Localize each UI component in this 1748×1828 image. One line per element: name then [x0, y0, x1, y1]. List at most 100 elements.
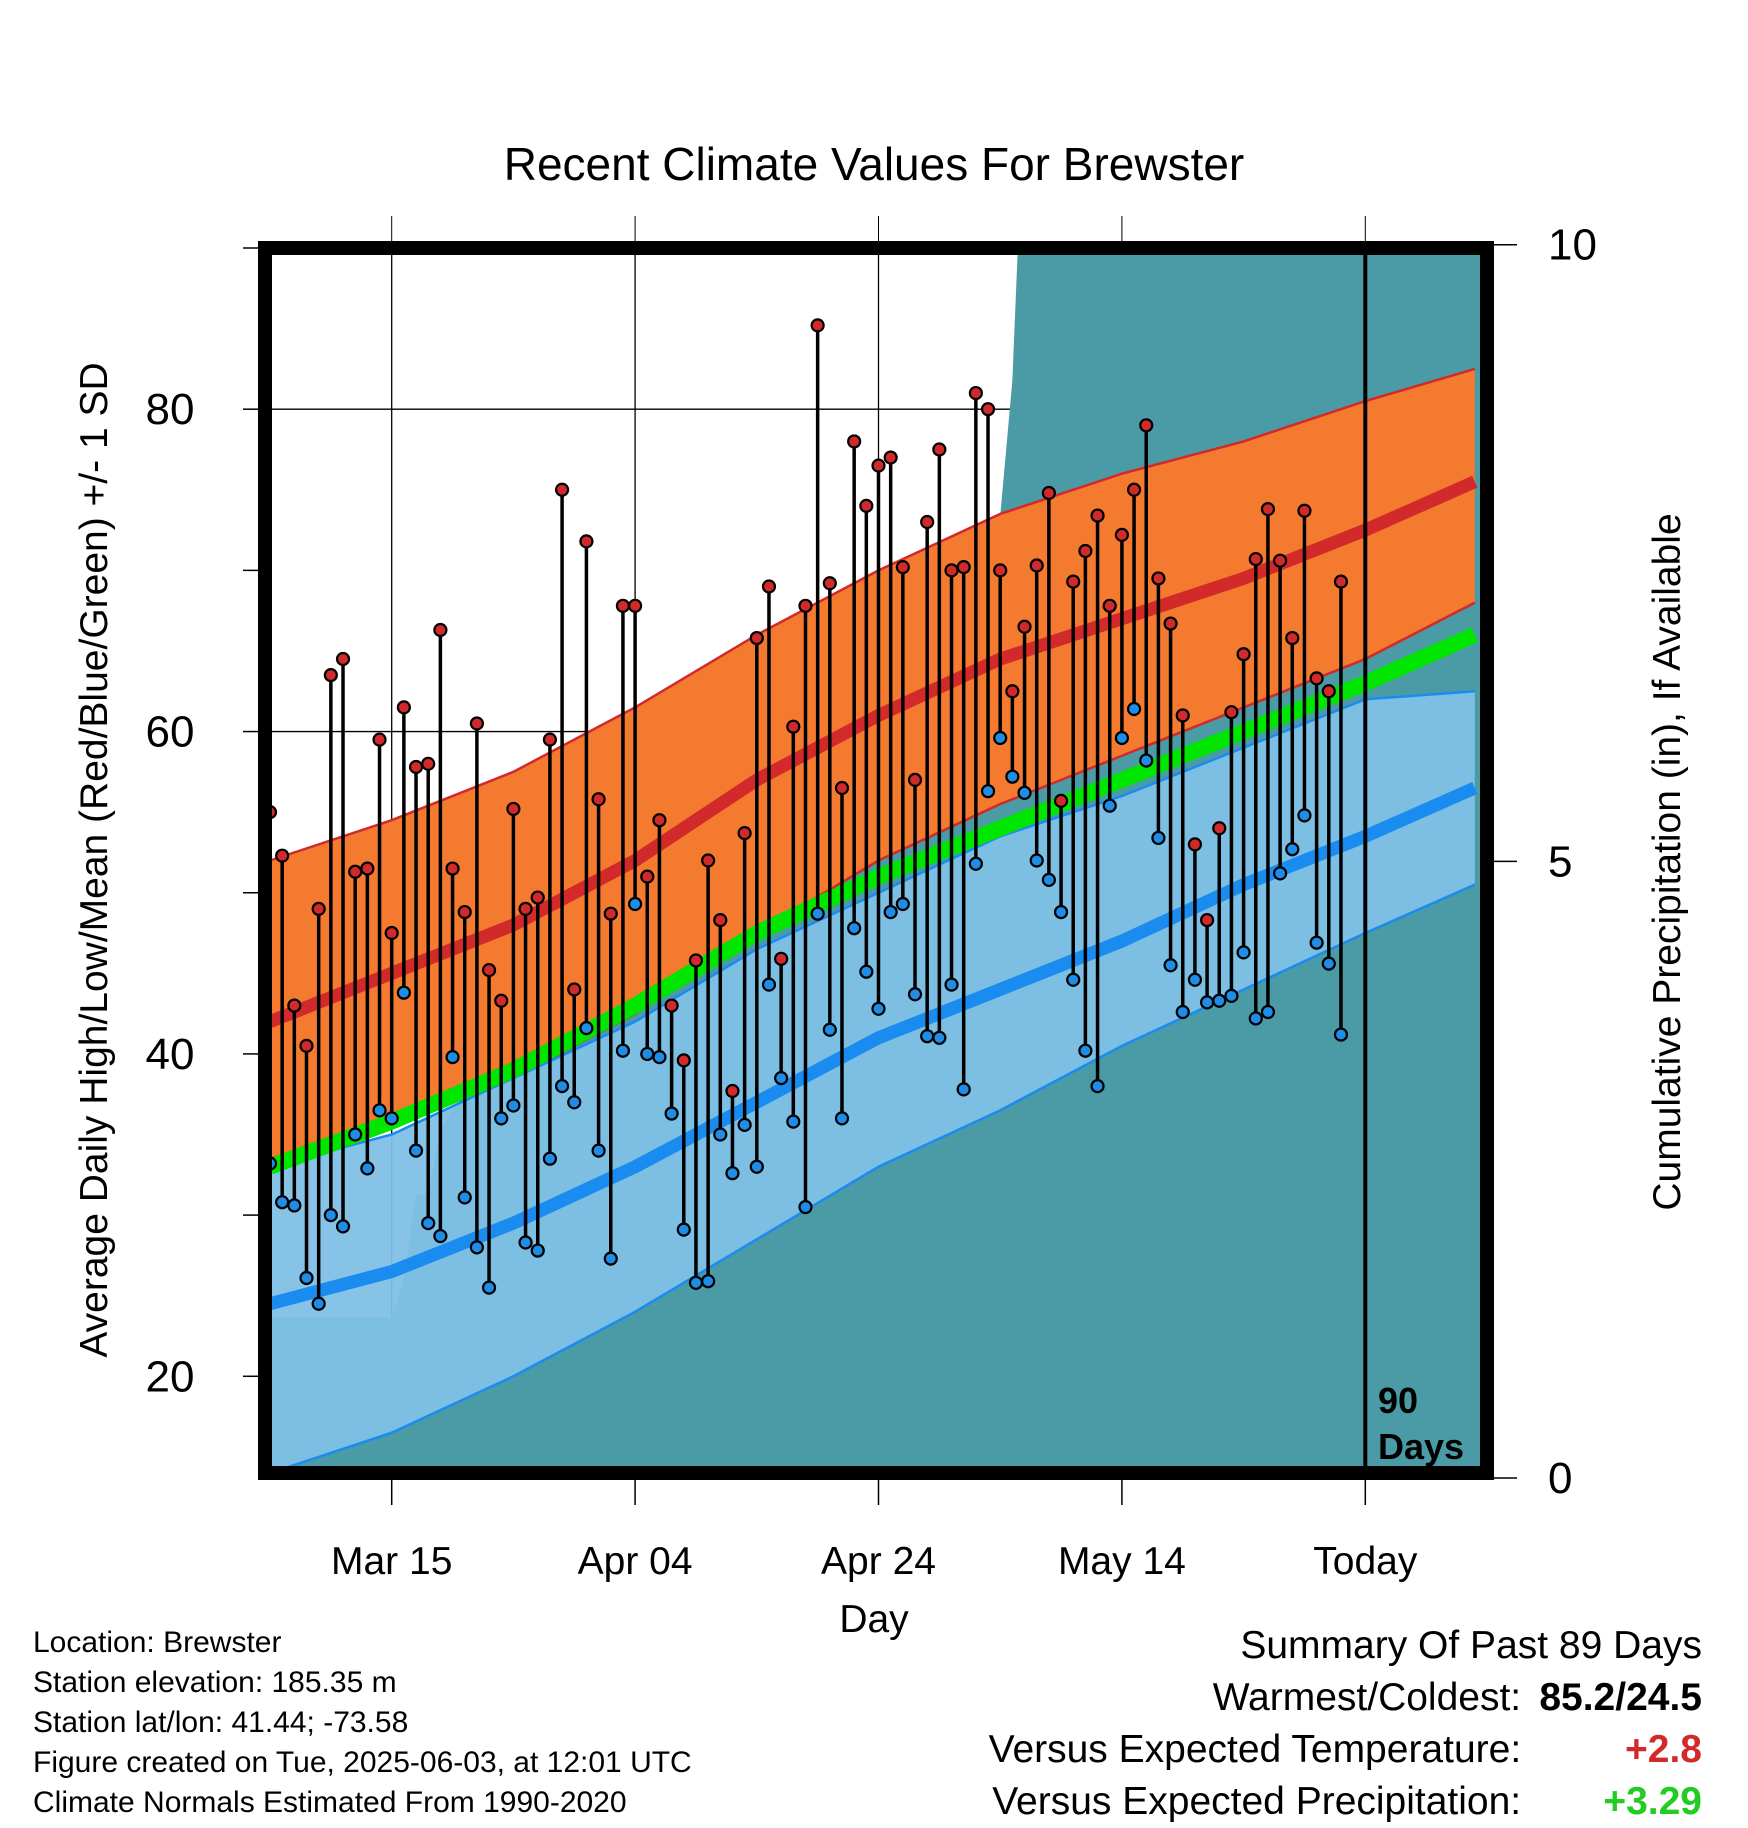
daily-low-point	[1163, 958, 1178, 973]
daily-low-point	[822, 1022, 837, 1037]
y-left-tick-label: 60	[146, 708, 195, 757]
daily-low-point	[421, 1216, 436, 1231]
daily-low-point	[652, 1050, 667, 1065]
daily-low-point	[1053, 904, 1069, 920]
daily-high-point	[1066, 574, 1081, 589]
x-axis-label: Day	[839, 1598, 909, 1641]
daily-low-point	[1114, 730, 1130, 746]
daily-low-point	[920, 1029, 935, 1044]
daily-low-point	[1139, 753, 1154, 768]
y-right-tick-label: 0	[1548, 1454, 1572, 1503]
daily-low-point	[932, 1030, 947, 1045]
daily-low-point	[615, 1043, 631, 1058]
daily-high-point	[1163, 616, 1178, 631]
daily-low-point	[348, 1127, 363, 1142]
daily-low-point	[591, 1143, 606, 1158]
daily-low-point	[786, 1114, 801, 1129]
daily-high-point	[530, 890, 545, 905]
daily-low-point	[275, 1195, 290, 1210]
daily-low-point	[481, 1280, 497, 1295]
daily-low-point	[761, 977, 777, 992]
daily-low-point	[457, 1190, 472, 1205]
y-right-tick-label: 5	[1548, 837, 1572, 886]
daily-low-point	[554, 1079, 570, 1094]
daily-low-point	[567, 1095, 582, 1110]
daily-high-point	[396, 700, 411, 715]
daily-high-point	[1053, 793, 1069, 808]
precip-row: Versus Expected Precipitation: +3.29	[989, 1776, 1702, 1828]
daily-low-point	[360, 1161, 375, 1176]
daily-high-point	[1248, 551, 1263, 567]
daily-low-point	[883, 904, 898, 920]
daily-high-point	[372, 732, 387, 747]
daily-high-point	[287, 998, 302, 1013]
daily-high-point	[932, 442, 947, 457]
period-label-line1: 90	[1378, 1380, 1418, 1421]
daily-low-point	[774, 1070, 789, 1086]
x-tick-label: Mar 15	[331, 1540, 452, 1583]
daily-high-point	[1102, 598, 1117, 613]
daily-low-point	[408, 1143, 424, 1158]
daily-low-point	[542, 1151, 558, 1166]
daily-low-point	[640, 1046, 655, 1062]
daily-high-point	[847, 434, 862, 449]
daily-high-point	[676, 1053, 691, 1068]
daily-low-point	[1236, 945, 1251, 960]
normals-text: Climate Normals Estimated From 1990-2020	[33, 1786, 627, 1819]
daily-high-point	[421, 756, 436, 771]
daily-low-point	[676, 1222, 691, 1237]
daily-low-point	[1029, 853, 1044, 868]
daily-high-point	[627, 598, 643, 613]
daily-low-point	[1041, 872, 1056, 887]
daily-low-point	[323, 1208, 338, 1223]
y-left-tick-label: 80	[146, 385, 195, 434]
daily-high-point	[494, 993, 509, 1008]
daily-low-point	[1212, 993, 1227, 1008]
daily-high-point	[701, 853, 716, 868]
daily-high-point	[834, 780, 850, 796]
daily-low-point	[1151, 830, 1166, 846]
daily-low-point	[1224, 988, 1239, 1003]
daily-low-point	[335, 1219, 351, 1234]
daily-high-point	[554, 482, 570, 497]
daily-low-point	[871, 1001, 886, 1016]
low-sd-lower-line	[269, 883, 1476, 1473]
daily-high-point	[713, 913, 728, 928]
daily-high-point	[956, 560, 971, 575]
daily-high-point	[518, 901, 533, 916]
x-tick-label: Apr 24	[821, 1540, 936, 1583]
daily-high-point	[810, 318, 825, 333]
daily-high-point	[1224, 705, 1239, 720]
daily-high-point	[335, 651, 351, 667]
daily-high-point	[1212, 821, 1227, 836]
daily-high-point	[1273, 553, 1288, 568]
daily-high-point	[360, 861, 375, 876]
daily-high-point	[615, 598, 631, 613]
daily-low-point	[664, 1106, 679, 1121]
daily-high-point	[749, 630, 764, 646]
daily-low-point	[956, 1082, 971, 1097]
daily-high-point	[1041, 485, 1056, 501]
y-right-tick-label: 10	[1548, 221, 1597, 270]
plot-clip-group	[265, 248, 1487, 1473]
daily-low-point	[396, 985, 411, 1000]
y-left-tick-label: 40	[146, 1030, 195, 1079]
low-sd-band	[270, 691, 1475, 1473]
daily-low-point	[579, 1021, 594, 1036]
daily-high-point	[1029, 558, 1044, 573]
daily-low-point	[1078, 1043, 1093, 1058]
daily-low-point	[1102, 798, 1117, 813]
daily-high-point	[348, 864, 363, 879]
daily-high-point	[1309, 671, 1324, 686]
daily-low-point	[1005, 769, 1020, 784]
daily-low-point	[1126, 701, 1142, 717]
daily-high-point	[579, 534, 594, 549]
daily-low-point	[1260, 1004, 1276, 1020]
daily-high-point	[1236, 647, 1251, 662]
x-tick-label: Apr 04	[578, 1540, 693, 1583]
temp-value: +2.8	[1625, 1728, 1702, 1771]
daily-low-point	[494, 1111, 509, 1126]
plot-area	[265, 248, 1487, 1473]
daily-high-point	[688, 953, 704, 968]
daily-low-point	[1333, 1027, 1349, 1042]
